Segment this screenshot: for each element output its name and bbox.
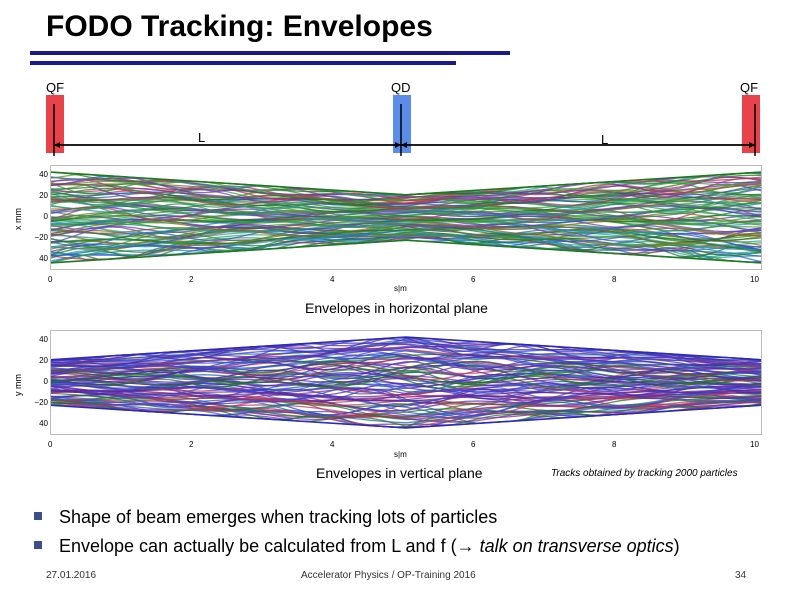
h-ylabel-text: x mm bbox=[13, 208, 23, 230]
lattice-line bbox=[53, 104, 756, 156]
v-caption: Envelopes in vertical plane bbox=[316, 465, 483, 481]
x-tick-label: 6 bbox=[471, 440, 476, 449]
particle-track bbox=[50, 343, 762, 368]
particle-track bbox=[50, 207, 762, 219]
tracks-note: Tracks obtained by tracking 2000 particl… bbox=[551, 468, 738, 479]
bullet-2-italic: talk on transverse optics bbox=[474, 536, 674, 556]
plot-frame bbox=[50, 330, 762, 435]
particle-track bbox=[50, 205, 762, 218]
x-tick-label: 8 bbox=[612, 275, 617, 284]
footer-center: Accelerator Physics / OP-Training 2016 bbox=[301, 570, 476, 581]
y-tick-label: −20 bbox=[34, 398, 48, 407]
bullet-1-text: Shape of beam emerges when tracking lots… bbox=[59, 507, 498, 527]
bullet-1: Shape of beam emerges when tracking lots… bbox=[34, 507, 497, 528]
lower-envelope-line bbox=[50, 239, 762, 264]
particle-track bbox=[50, 390, 762, 413]
x-tick-label: 2 bbox=[189, 275, 194, 284]
h-caption: Envelopes in horizontal plane bbox=[305, 300, 488, 316]
bullet-2: Envelope can actually be calculated from… bbox=[34, 536, 680, 557]
particle-track bbox=[50, 399, 762, 424]
y-tick-label: 40 bbox=[39, 419, 48, 428]
slide-title: FODO Tracking: Envelopes bbox=[46, 10, 433, 43]
v-xlabel: s|m bbox=[394, 450, 407, 459]
x-tick-label: 10 bbox=[750, 440, 759, 449]
drift-right-label: L bbox=[601, 132, 609, 147]
bullet-2-text: Envelope can actually be calculated from… bbox=[59, 536, 457, 556]
lower-envelope-line bbox=[50, 404, 762, 429]
bullet-2-after: ) bbox=[673, 536, 680, 556]
y-tick-label: 0 bbox=[43, 212, 48, 221]
particle-track bbox=[50, 174, 762, 201]
y-tick-label: 40 bbox=[39, 170, 48, 179]
particle-track bbox=[50, 349, 762, 370]
qf-left-magnet bbox=[46, 95, 64, 153]
vertical-envelope-plot bbox=[50, 330, 762, 435]
bullet-marker bbox=[34, 541, 42, 550]
h-xlabel: s|m bbox=[394, 284, 407, 293]
title-rule-upper bbox=[30, 51, 510, 55]
y-tick-label: 40 bbox=[39, 335, 48, 344]
particle-track bbox=[50, 235, 762, 260]
qf-left-label: QF bbox=[46, 80, 65, 95]
x-tick-label: 4 bbox=[330, 275, 335, 284]
particle-track bbox=[50, 360, 762, 377]
y-tick-label: 40 bbox=[39, 254, 48, 263]
qd-label: QD bbox=[391, 80, 411, 95]
particle-track bbox=[50, 353, 762, 376]
particle-track bbox=[50, 383, 762, 396]
footer-date: 27.01.2016 bbox=[46, 570, 97, 581]
y-tick-label: 20 bbox=[39, 356, 48, 365]
particle-track bbox=[50, 372, 762, 383]
particle-track bbox=[50, 172, 762, 201]
upper-envelope-line bbox=[50, 171, 762, 196]
x-tick-label: 8 bbox=[612, 440, 617, 449]
particle-track bbox=[50, 355, 762, 370]
arrow-icon: → bbox=[456, 536, 475, 556]
v-ylabel: y mm bbox=[13, 374, 23, 396]
particle-track bbox=[50, 345, 762, 367]
particle-track bbox=[50, 337, 762, 364]
particle-track bbox=[50, 200, 762, 214]
particle-track bbox=[50, 206, 762, 222]
particle-track bbox=[50, 234, 762, 253]
qf-right-label: QF bbox=[740, 80, 759, 95]
particle-track bbox=[50, 231, 762, 252]
drift-left-label: L bbox=[198, 130, 206, 145]
qd-magnet bbox=[393, 95, 411, 153]
particle-track bbox=[50, 222, 762, 244]
x-tick-label: 0 bbox=[48, 275, 53, 284]
footer-page: 34 bbox=[735, 570, 747, 581]
particle-track bbox=[50, 401, 762, 428]
particle-track bbox=[50, 176, 762, 201]
particle-track bbox=[50, 376, 762, 390]
plot-frame bbox=[50, 165, 762, 270]
particle-track bbox=[50, 176, 762, 199]
x-tick-label: 0 bbox=[48, 440, 53, 449]
bullet-marker bbox=[34, 512, 42, 521]
x-tick-label: 6 bbox=[471, 275, 476, 284]
upper-envelope-line bbox=[50, 336, 762, 361]
y-tick-label: 20 bbox=[39, 191, 48, 200]
x-tick-label: 4 bbox=[330, 440, 335, 449]
y-tick-label: 0 bbox=[43, 377, 48, 386]
x-tick-label: 10 bbox=[750, 275, 759, 284]
horizontal-envelope-plot bbox=[50, 165, 762, 270]
title-rule-lower bbox=[30, 61, 456, 65]
y-tick-label: −20 bbox=[34, 233, 48, 242]
x-tick-label: 2 bbox=[189, 440, 194, 449]
